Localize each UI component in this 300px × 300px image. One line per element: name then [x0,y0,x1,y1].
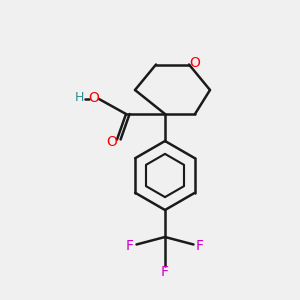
Text: O: O [189,56,200,70]
Text: O: O [88,91,99,104]
Text: O: O [106,136,117,149]
Text: H: H [75,91,84,104]
Text: F: F [196,239,204,253]
Text: F: F [126,239,134,253]
Text: F: F [161,265,169,278]
